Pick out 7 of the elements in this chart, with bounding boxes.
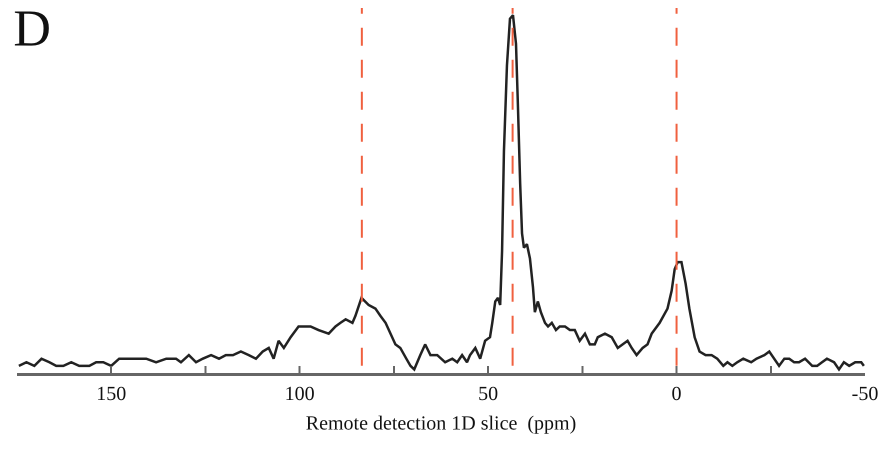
x-tick-label: -50: [852, 383, 878, 405]
x-tick-label: 0: [672, 383, 682, 405]
x-axis-title: Remote detection 1D slice (ppm): [306, 412, 576, 434]
x-tick-label: 50: [478, 383, 498, 405]
x-tick-label: 100: [284, 383, 315, 405]
x-tick-label: 150: [96, 383, 126, 405]
chart-title: D: [13, 0, 51, 58]
